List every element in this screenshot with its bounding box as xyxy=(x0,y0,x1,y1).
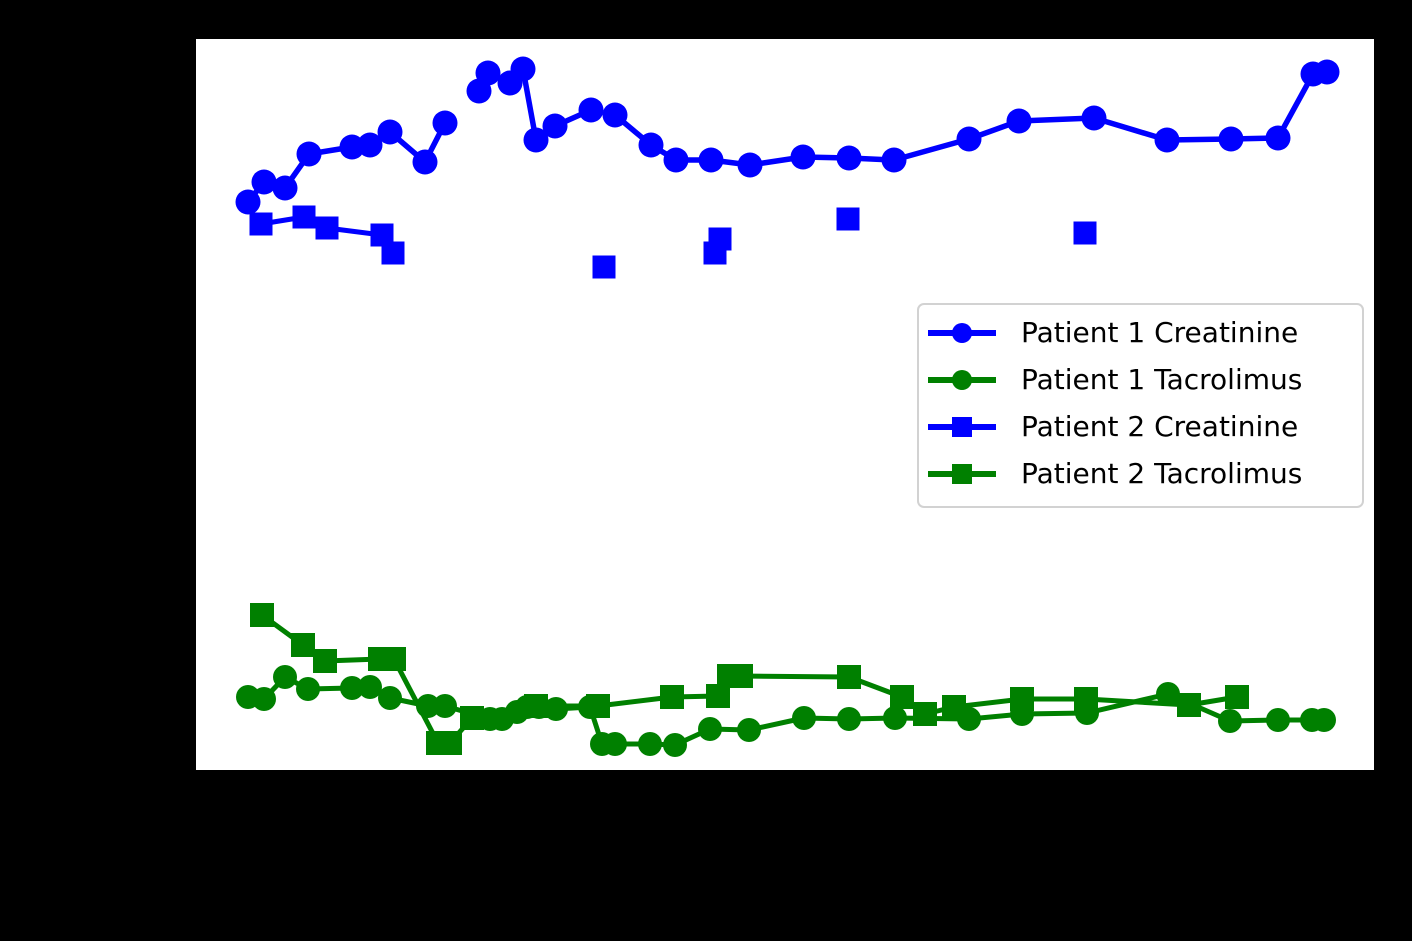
patient-2-tacrolimus-marker xyxy=(313,649,337,673)
patient-2-creatinine-marker xyxy=(381,241,405,265)
patient-2-tacrolimus-marker xyxy=(913,702,937,726)
patient-1-tacrolimus-marker xyxy=(378,686,402,710)
patient-1-creatinine-marker xyxy=(475,60,501,86)
legend-sample-square-marker xyxy=(952,416,972,437)
patient-1-creatinine-marker xyxy=(1154,127,1180,153)
patient-1-creatinine-marker xyxy=(377,119,403,145)
patient-1-creatinine-marker xyxy=(790,144,816,170)
patient-1-tacrolimus-marker xyxy=(273,665,297,689)
patient-2-tacrolimus-marker xyxy=(660,685,684,709)
patient-1-creatinine-marker xyxy=(1314,59,1340,85)
patient-1-creatinine-marker xyxy=(412,149,438,175)
legend-row-patient1-creatinine: Patient 1 Creatinine xyxy=(925,309,1362,356)
patient-1-creatinine-marker xyxy=(663,147,689,173)
patient-1-tacrolimus-marker xyxy=(603,732,627,756)
legend-row-patient2-creatinine: Patient 2 Creatinine xyxy=(925,403,1362,450)
patient-1-creatinine-marker xyxy=(1218,126,1244,152)
legend-sample-square-marker xyxy=(952,463,972,484)
patient-2-tacrolimus-marker xyxy=(438,731,462,755)
legend-sample-line-circle-icon xyxy=(928,322,996,343)
patient-2-creatinine-marker xyxy=(370,223,394,247)
patient-2-tacrolimus-marker xyxy=(1074,687,1098,711)
patient-1-creatinine-line-segment xyxy=(612,69,1330,168)
legend-sample-circle-marker xyxy=(952,369,972,390)
patient-1-tacrolimus-marker xyxy=(1218,709,1242,733)
patient-2-tacrolimus-marker xyxy=(460,706,484,730)
patient-1-creatinine-marker xyxy=(523,127,549,153)
patient-2-creatinine-marker xyxy=(292,205,316,229)
patient-1-creatinine-marker xyxy=(698,147,724,173)
patient-2-tacrolimus-marker xyxy=(250,603,274,627)
patient-1-creatinine-marker xyxy=(737,152,763,178)
patient-2-tacrolimus-marker xyxy=(890,685,914,709)
patient-1-creatinine-marker xyxy=(251,169,277,195)
plot-area: Patient 1 Creatinine Patient 1 Tacrolimu… xyxy=(194,37,1376,772)
legend-row-patient2-tacrolimus: Patient 2 Tacrolimus xyxy=(925,450,1362,497)
legend-label: Patient 1 Creatinine xyxy=(1021,315,1299,349)
legend: Patient 1 Creatinine Patient 1 Tacrolimu… xyxy=(917,303,1364,508)
patient-1-creatinine-marker xyxy=(836,145,862,171)
patient-1-creatinine-marker xyxy=(272,175,298,201)
patient-2-creatinine-marker xyxy=(708,227,732,251)
legend-row-patient1-tacrolimus: Patient 1 Tacrolimus xyxy=(925,356,1362,403)
patient-1-tacrolimus-marker xyxy=(792,706,816,730)
patient-1-creatinine-marker xyxy=(1006,108,1032,134)
patient-1-creatinine-marker xyxy=(296,141,322,167)
patient-2-tacrolimus-marker xyxy=(942,695,966,719)
patient-1-creatinine-marker xyxy=(542,113,568,139)
patient-1-creatinine-marker xyxy=(578,97,604,123)
patient-1-creatinine-marker xyxy=(881,147,907,173)
patient-2-creatinine-marker xyxy=(315,216,339,240)
legend-sample-line-circle-icon xyxy=(928,369,996,390)
patient-1-tacrolimus-marker xyxy=(883,706,907,730)
patient-1-tacrolimus-marker xyxy=(1156,682,1180,706)
patient-1-creatinine-marker xyxy=(602,102,628,128)
legend-label: Patient 2 Tacrolimus xyxy=(1021,456,1303,490)
patient-1-tacrolimus-marker xyxy=(737,718,761,742)
legend-sample-line-square-icon xyxy=(928,416,996,437)
patient-1-tacrolimus-marker xyxy=(296,677,320,701)
patient-2-tacrolimus-marker xyxy=(291,633,315,657)
patient-2-tacrolimus-marker xyxy=(1177,693,1201,717)
patient-1-tacrolimus-marker xyxy=(358,675,382,699)
patient-1-creatinine-marker xyxy=(357,132,383,158)
patient-1-tacrolimus-marker xyxy=(1312,708,1336,732)
patient-1-tacrolimus-marker xyxy=(1266,708,1290,732)
patient-2-creatinine-marker xyxy=(836,207,860,231)
patient-1-tacrolimus-marker xyxy=(663,733,687,757)
legend-label: Patient 2 Creatinine xyxy=(1021,409,1299,443)
patient-1-creatinine-marker xyxy=(1081,105,1107,131)
patient-1-creatinine-marker xyxy=(638,132,664,158)
legend-label: Patient 1 Tacrolimus xyxy=(1021,362,1303,396)
patient-1-tacrolimus-marker xyxy=(340,676,364,700)
patient-2-tacrolimus-marker xyxy=(586,694,610,718)
patient-1-tacrolimus-marker xyxy=(638,732,662,756)
legend-sample-line-square-icon xyxy=(928,463,996,484)
patient-1-creatinine-marker xyxy=(510,56,536,82)
patient-2-creatinine-marker xyxy=(592,255,616,279)
patient-1-creatinine-marker xyxy=(432,110,458,136)
patient-2-tacrolimus-marker xyxy=(1225,685,1249,709)
patient-1-creatinine-marker xyxy=(1265,125,1291,151)
patient-2-tacrolimus-marker xyxy=(382,647,406,671)
patient-2-tacrolimus-marker xyxy=(524,694,548,718)
patient-2-tacrolimus-marker xyxy=(1010,687,1034,711)
patient-2-tacrolimus-marker xyxy=(729,664,753,688)
patient-1-tacrolimus-marker xyxy=(252,687,276,711)
patient-1-tacrolimus-marker xyxy=(544,697,568,721)
patient-1-tacrolimus-marker xyxy=(837,707,861,731)
patient-2-creatinine-marker xyxy=(1073,221,1097,245)
patient-2-creatinine-marker xyxy=(249,212,273,236)
patient-1-creatinine-marker xyxy=(235,189,261,215)
legend-sample-circle-marker xyxy=(952,322,972,343)
patient-1-tacrolimus-marker xyxy=(698,717,722,741)
chart-svg xyxy=(235,56,1340,757)
patient-1-tacrolimus-marker xyxy=(433,694,457,718)
patient-2-tacrolimus-marker xyxy=(837,665,861,689)
patient-1-creatinine-marker xyxy=(956,126,982,152)
